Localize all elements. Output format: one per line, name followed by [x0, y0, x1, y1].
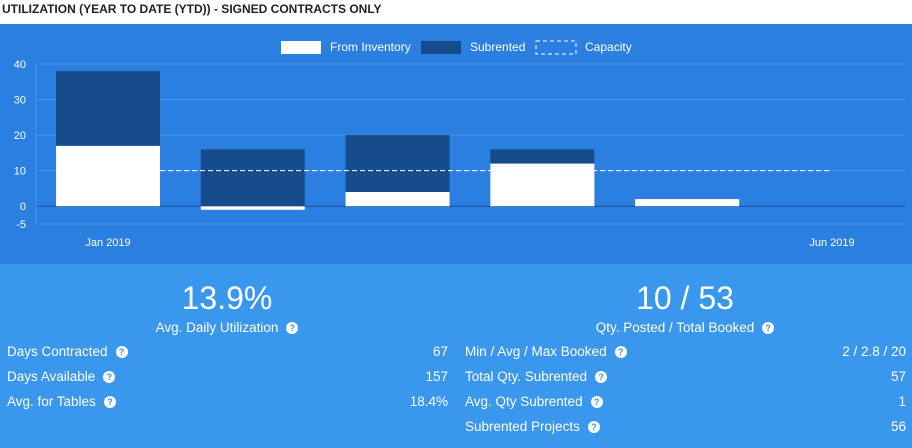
- stat-row-days-available: Days Available? 157: [7, 367, 448, 387]
- x-tick-label: Jan 2019: [85, 237, 130, 249]
- utilization-value: 13.9%: [181, 280, 273, 316]
- stat-label: Total Qty. Subrented: [465, 369, 588, 384]
- stat-label: Avg. Qty Subrented: [465, 394, 583, 409]
- stat-label: Min / Avg / Max Booked: [465, 344, 607, 359]
- legend-swatch: [421, 41, 461, 54]
- stat-label: Subrented Projects: [465, 419, 580, 434]
- stat-value: 67: [432, 344, 448, 359]
- stat-value: 18.4%: [409, 394, 448, 409]
- y-tick-label: 10: [14, 166, 26, 178]
- stat-label: Avg. for Tables: [7, 394, 96, 409]
- bar-subrented: [490, 149, 595, 164]
- y-tick-label: 20: [14, 130, 26, 142]
- qty-caption-text: Qty. Posted / Total Booked: [595, 320, 755, 335]
- y-tick-label: 0: [20, 201, 26, 213]
- bar-subrented: [200, 149, 305, 207]
- stat-row-total-subrented: Total Qty. Subrented? 57: [465, 367, 906, 387]
- legend-label: Capacity: [585, 40, 632, 54]
- y-tick-label: -5: [16, 219, 26, 231]
- stat-label: Days Contracted: [7, 344, 108, 359]
- legend-label: Subrented: [470, 40, 525, 54]
- stat-row-avg-for-tables: Avg. for Tables? 18.4%: [7, 392, 448, 412]
- x-tick-label: Jun 2019: [809, 237, 854, 249]
- stat-value: 2 / 2.8 / 20: [842, 344, 906, 359]
- bar-from-inventory: [56, 145, 160, 207]
- utilization-caption-text: Avg. Daily Utilization: [155, 320, 279, 335]
- stat-value: 57: [890, 369, 906, 384]
- help-icon[interactable]: ?: [115, 346, 128, 358]
- legend-swatch: [281, 41, 321, 54]
- stats-panel: 13.9% Avg. Daily Utilization? 10 / 53 Qt…: [0, 264, 912, 448]
- bar-from-inventory: [200, 206, 305, 210]
- help-icon[interactable]: ?: [103, 371, 116, 383]
- bar-from-inventory: [635, 199, 740, 207]
- help-icon[interactable]: ?: [590, 396, 603, 408]
- page-title: UTILIZATION (YEAR TO DATE (YTD)) - SIGNE…: [0, 0, 912, 24]
- help-icon[interactable]: ?: [103, 396, 116, 408]
- help-icon[interactable]: ?: [286, 322, 299, 334]
- stat-value: 157: [425, 369, 448, 384]
- help-icon[interactable]: ?: [762, 322, 775, 334]
- stat-row-min-avg-max: Min / Avg / Max Booked? 2 / 2.8 / 20: [465, 342, 906, 362]
- utilization-caption: Avg. Daily Utilization?: [77, 319, 377, 337]
- y-tick-label: 30: [14, 95, 26, 107]
- stat-value: 56: [890, 419, 906, 434]
- stat-value: 1: [898, 394, 906, 409]
- help-icon[interactable]: ?: [614, 346, 627, 358]
- bar-subrented: [345, 135, 450, 192]
- legend-swatch: [535, 40, 577, 55]
- stat-row-avg-subrented: Avg. Qty Subrented? 1: [465, 392, 906, 412]
- bar-subrented: [56, 71, 160, 146]
- y-tick-label: 40: [14, 59, 26, 71]
- stat-row-subrented-projects: Subrented Projects? 56: [465, 417, 906, 437]
- help-icon[interactable]: ?: [587, 421, 600, 433]
- help-icon[interactable]: ?: [595, 371, 608, 383]
- bar-from-inventory: [345, 192, 450, 207]
- stat-label: Days Available: [7, 369, 96, 384]
- utilization-chart: 40 30 20 10 0 -5 Jan 2019 Jun 2019 From Inventor…: [0, 24, 912, 264]
- legend-label: From Inventory: [330, 40, 411, 54]
- stat-row-days-contracted: Days Contracted? 67: [7, 342, 448, 362]
- qty-value: 10 / 53: [636, 280, 734, 316]
- qty-caption: Qty. Posted / Total Booked?: [535, 319, 835, 337]
- chart-svg: 40 30 20 10 0 -5 Jan 2019 Jun 2019 From Inventor…: [14, 40, 905, 249]
- bar-from-inventory: [490, 163, 595, 207]
